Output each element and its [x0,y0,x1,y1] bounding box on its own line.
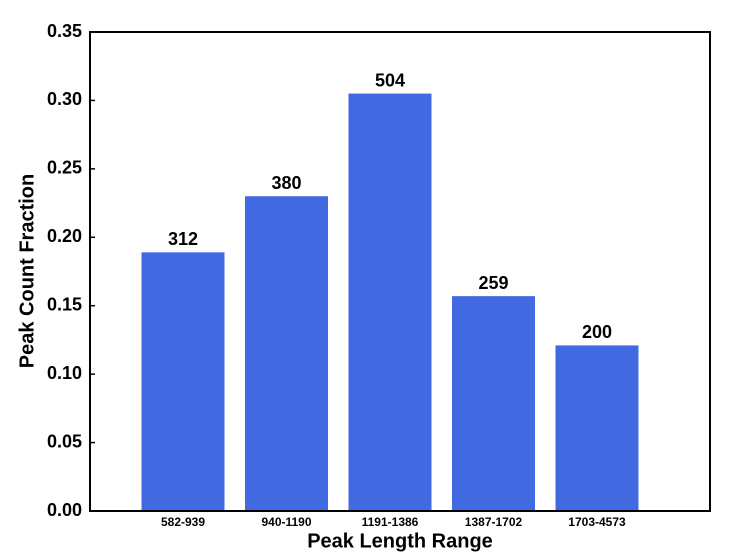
plot-frame [89,31,711,512]
bar [555,345,639,511]
y-tick-label: 0.30 [47,89,82,109]
y-tick-label: 0.00 [47,500,82,520]
y-tick-label: 0.20 [47,226,82,246]
y-tick-label: 0.05 [47,431,82,451]
y-tick-label: 0.35 [47,21,82,41]
bar [348,93,432,511]
count-label: 200 [582,322,612,342]
bar [141,252,225,511]
y-tick-label: 0.15 [47,294,82,314]
x-axis-label: Peak Length Range [307,530,493,552]
y-axis-label: Peak Count Fraction [16,174,38,368]
x-tick-label: 1387-1702 [465,515,523,529]
bar [452,296,535,511]
bar [245,196,328,511]
x-tick-label: 1703-4573 [568,515,626,529]
count-label: 504 [375,70,405,90]
x-tick-label: 582-939 [161,515,205,529]
y-tick-label: 0.25 [47,158,82,178]
count-label: 380 [271,173,301,193]
count-label: 312 [168,229,198,249]
y-tick-label: 0.10 [47,363,82,383]
count-label: 259 [478,273,508,293]
x-tick-label: 940-1190 [261,515,311,529]
x-tick-label: 1191-1386 [362,515,419,529]
